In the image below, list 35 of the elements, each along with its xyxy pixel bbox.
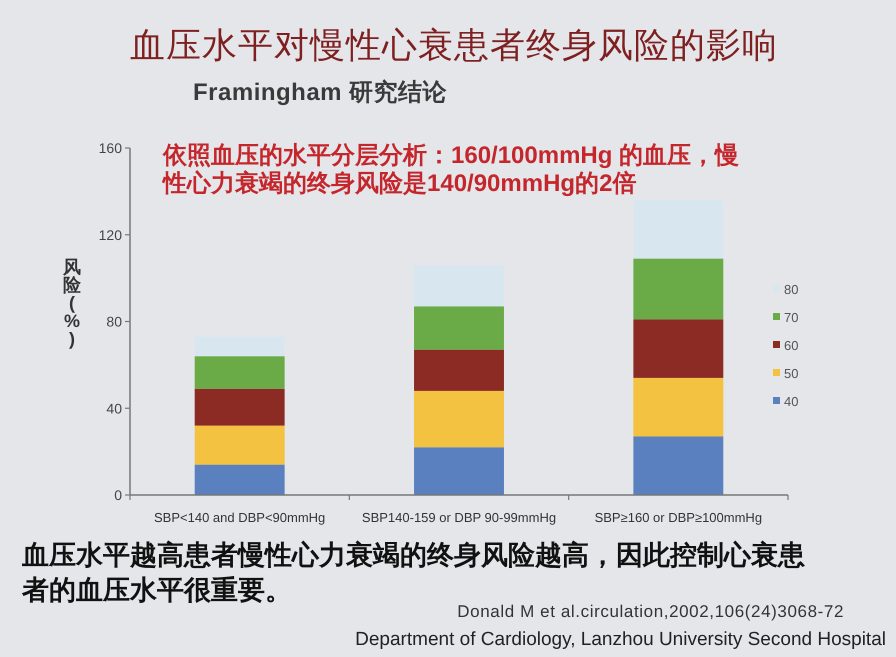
chart-subtitle: Framingham 研究结论 xyxy=(193,78,448,108)
chart-title: 血压水平对慢性心衰患者终身风险的影响 xyxy=(130,25,779,67)
bar xyxy=(633,258,724,320)
bar xyxy=(414,447,504,495)
y-tick-label: 80 xyxy=(106,314,122,330)
bar xyxy=(414,390,504,448)
bar xyxy=(414,265,504,306)
legend-label: 40 xyxy=(784,394,798,409)
legend-label: 70 xyxy=(784,310,798,325)
text: 血压水平越高患者慢性心力衰竭的终身风险越高，因此控制心衰患者的血压水平很重要。 xyxy=(22,540,805,605)
y-tick-label: 0 xyxy=(114,487,122,503)
bar xyxy=(194,356,285,389)
y-axis-title: 风险(%) xyxy=(62,257,82,349)
y-tick-label: 160 xyxy=(98,140,122,156)
x-tick-label: SBP≥160 or DBP≥100mmHg xyxy=(594,510,762,525)
text: Donald M et al.circulation,2002,106(24)3068-72 xyxy=(457,602,844,622)
bar xyxy=(633,378,724,436)
bar xyxy=(194,336,285,356)
y-tick-label: 40 xyxy=(106,400,122,416)
annotation: 依照血压的水平分层分析：160/100mmHg 的血压，慢性心力衰竭的终身风险是140/90mmHg的2倍 xyxy=(163,142,740,198)
legend-label: 80 xyxy=(784,282,798,297)
x-tick-label: SBP140-159 or DBP 90-99mmHg xyxy=(362,510,556,525)
bar xyxy=(414,350,504,391)
bar xyxy=(633,200,724,259)
legend-label: 60 xyxy=(784,338,798,353)
bar xyxy=(414,306,504,350)
bar xyxy=(633,319,724,378)
bar xyxy=(633,436,724,495)
legend-label: 50 xyxy=(784,366,798,381)
bar xyxy=(194,426,285,465)
text: Department of Cardiology, Lanzhou University Second Hospital xyxy=(355,629,886,651)
y-tick-label: 120 xyxy=(98,226,122,243)
bar xyxy=(194,388,285,426)
bar xyxy=(194,464,285,495)
x-tick-label: SBP<140 and DBP<90mmHg xyxy=(154,510,326,525)
